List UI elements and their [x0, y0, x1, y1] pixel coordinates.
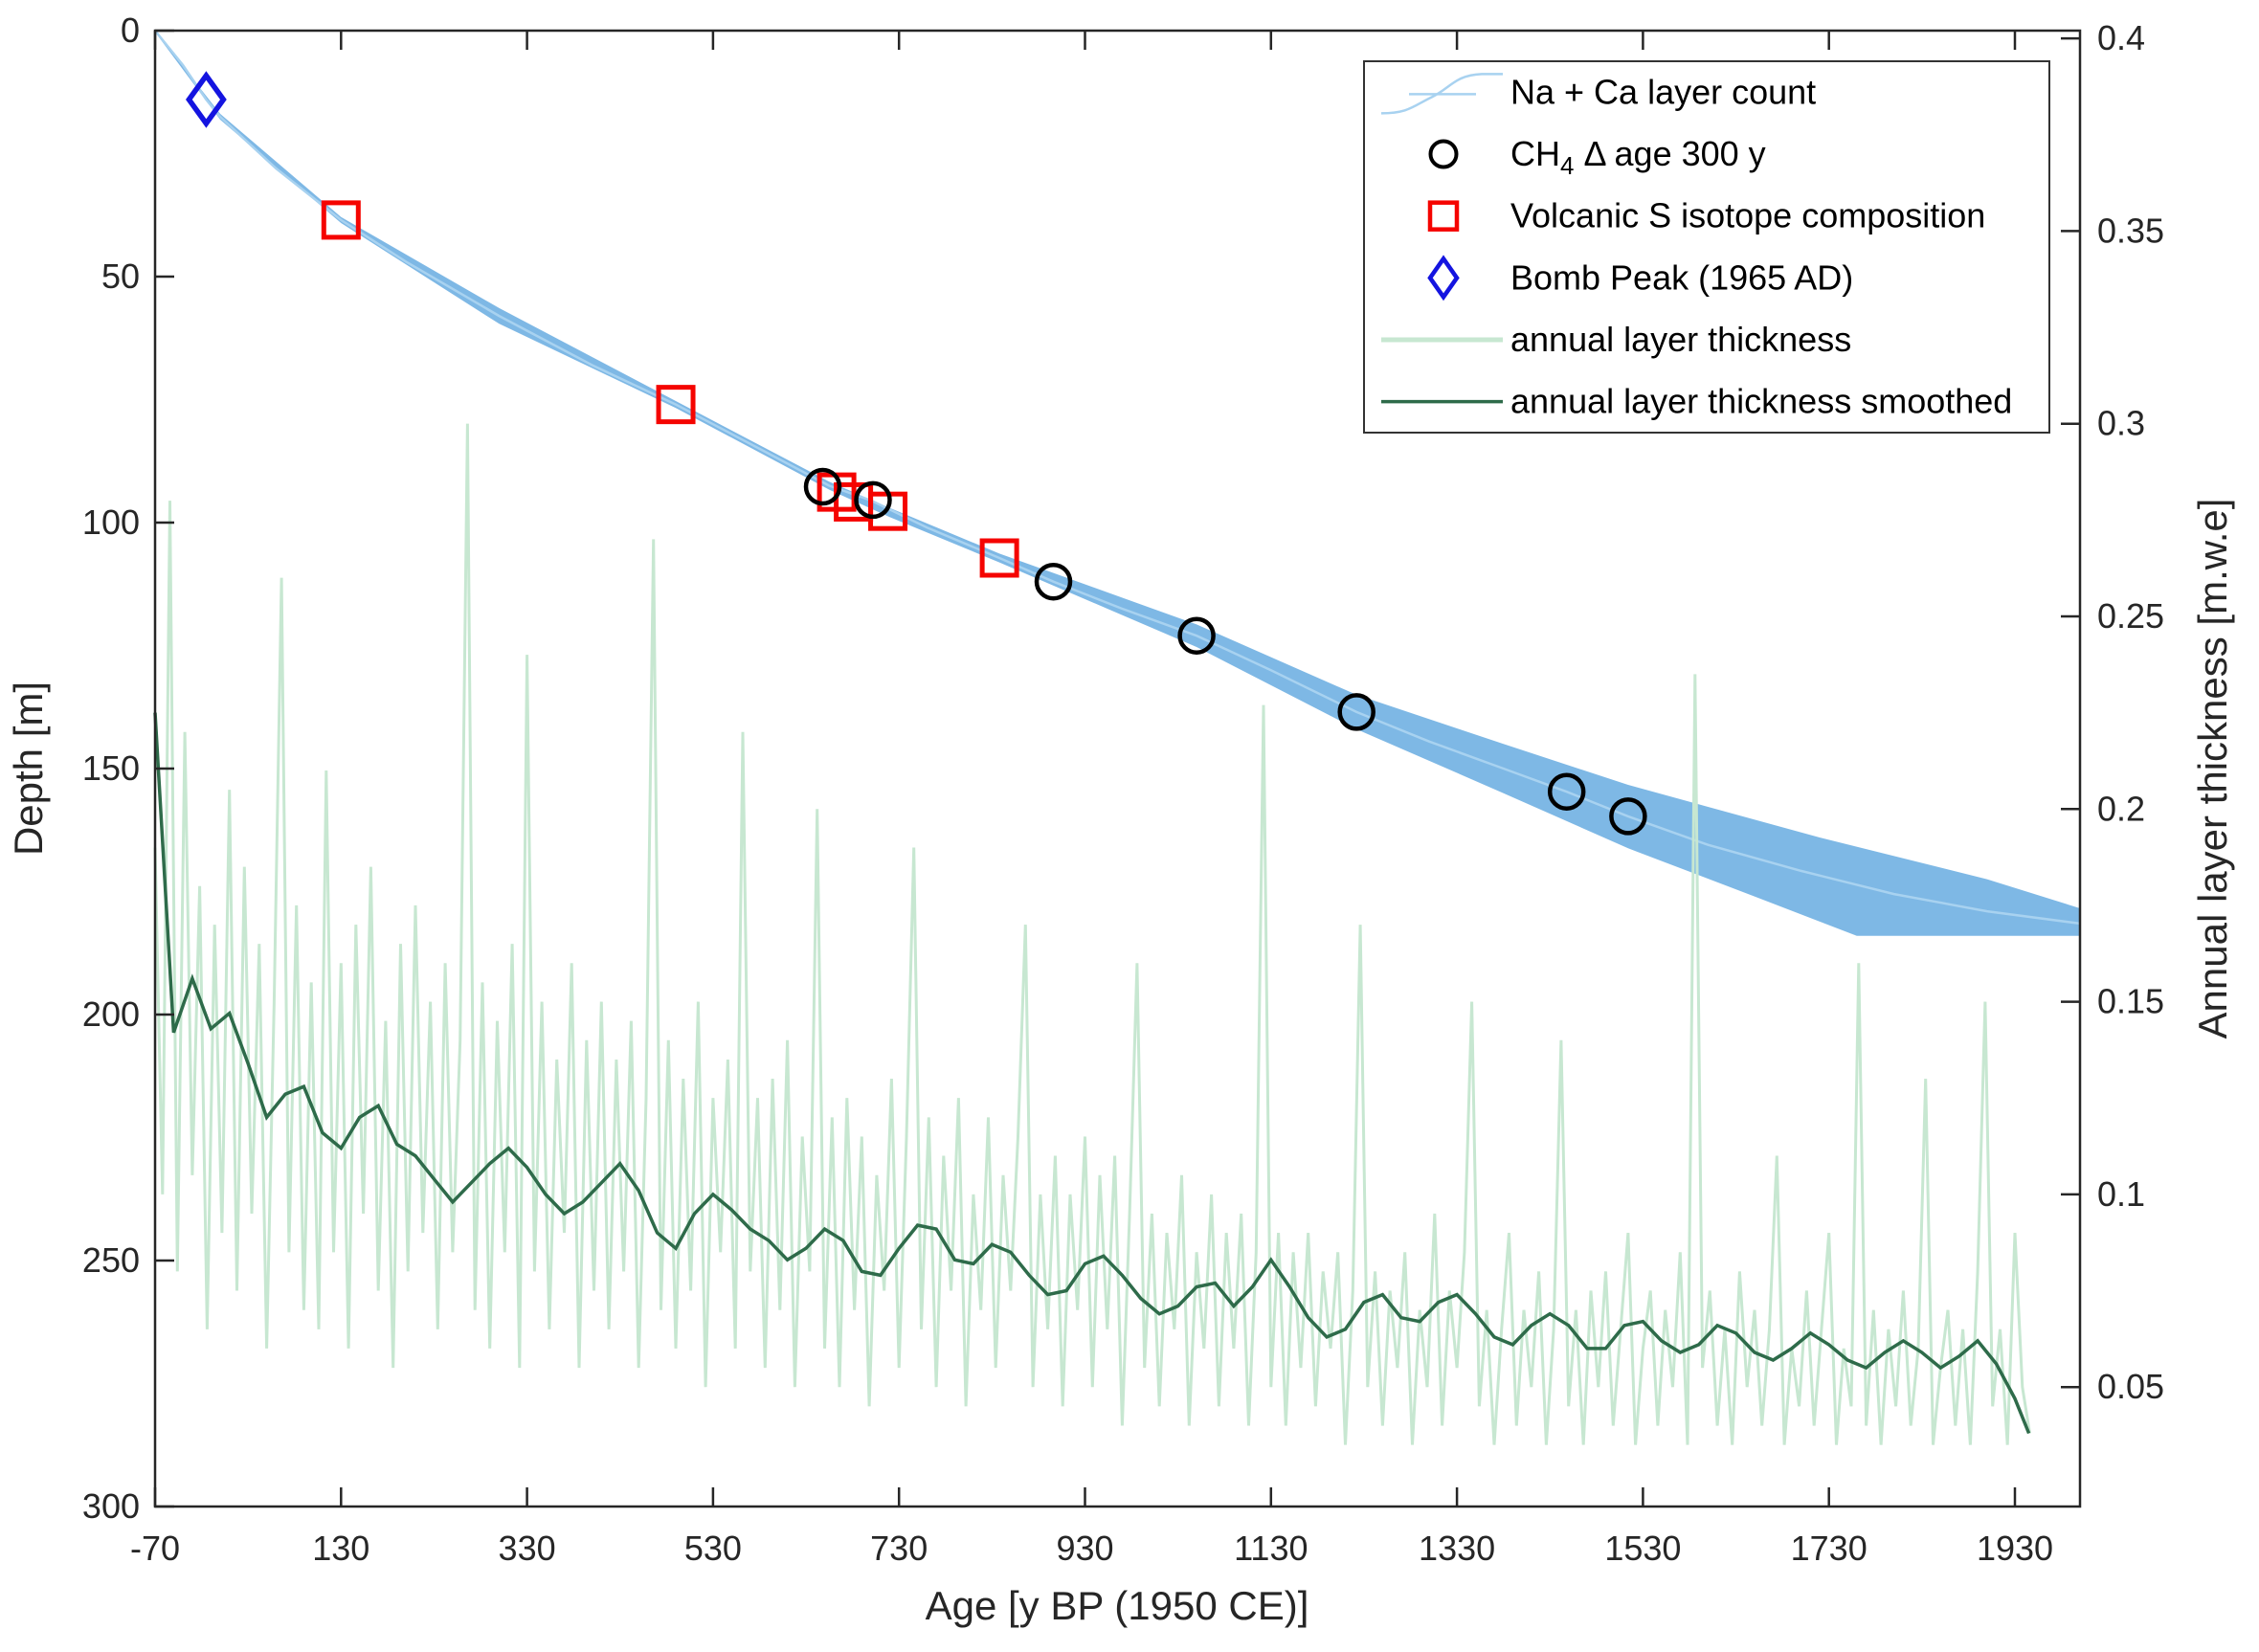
y-right-tick-label: 0.05: [2097, 1367, 2164, 1406]
ch4-marker-icon: [1428, 139, 1459, 169]
legend-item-ch4-delta-age: CH4 Δ age 300 y: [1428, 134, 1766, 180]
y-left-tick-label: 250: [82, 1240, 140, 1280]
axes-layer: -70 130 330 530 730 930 1130 1330 1530 1730 1930 0 5…: [82, 11, 2164, 1568]
legend-item-annual-layer-thickness-smoothed: annual layer thickness smoothed: [1381, 382, 2012, 421]
legend-item-na-ca-layer-count: Na + Ca layer count: [1380, 72, 1816, 115]
x-axis-title: Age [y BP (1950 CE)]: [926, 1583, 1309, 1628]
y-left-tick-label: 150: [82, 748, 140, 788]
annual-layer-thickness-line: [153, 423, 2031, 1445]
bomb-peak-marker: [186, 71, 227, 128]
y-right-tick-label: 0.35: [2097, 211, 2164, 250]
ch4-age-marker: [1034, 562, 1073, 601]
volcanic-marker: [321, 200, 361, 240]
ch4-age-marker: [1547, 772, 1586, 811]
legend-item-annual-layer-thickness: annual layer thickness: [1381, 320, 1851, 359]
x-tick-label: 930: [1056, 1529, 1113, 1568]
x-tick-label: 1930: [1977, 1529, 2053, 1568]
x-tick-label: 330: [499, 1529, 556, 1568]
na-ca-layer-count-icon: [1380, 73, 1503, 115]
ch4-age-marker: [1177, 616, 1216, 655]
x-tick-label: 1330: [1419, 1529, 1495, 1568]
legend-item-volcanic-s-isotope: Volcanic S isotope composition: [1427, 196, 1985, 235]
legend-label: Na + Ca layer count: [1510, 72, 1816, 111]
y-right-tick-label: 0.25: [2097, 596, 2164, 636]
y-left-axis-title: Depth [m]: [6, 681, 51, 856]
legend-box: [1363, 60, 2050, 434]
ch4-age-marker: [803, 467, 842, 506]
x-tick-label: 1730: [1791, 1529, 1868, 1568]
legend-label: annual layer thickness smoothed: [1510, 382, 2012, 421]
na-ca-layer-count-line: [154, 30, 2081, 926]
legend-label: CH4 Δ age 300 y: [1510, 134, 1766, 180]
legend-label: Bomb Peak (1965 AD): [1510, 257, 1853, 297]
ch4-age-marker: [1609, 797, 1647, 836]
ch4-age-marker: [1337, 693, 1376, 731]
plot-layer: [153, 30, 2081, 1445]
legend-layer: Na + Ca layer count CH4 Δ age 300 y Volcan…: [1363, 60, 2050, 434]
x-tick-label: 730: [870, 1529, 928, 1568]
y-left-tick-label: 0: [121, 11, 140, 50]
y-right-axis-title: Annual layer thickness [m.w.e]: [2190, 499, 2235, 1039]
y-right-tick-label: 0.15: [2097, 982, 2164, 1021]
y-left-tick-label: 100: [82, 502, 140, 542]
y-left-tick-label: 200: [82, 994, 140, 1034]
x-tick-label: 130: [312, 1529, 369, 1568]
volcanic-marker-icon: [1427, 200, 1460, 232]
ch4-age-marker: [854, 480, 892, 520]
y-right-tick-label: 0.4: [2097, 18, 2145, 57]
x-tick-label: -70: [130, 1529, 180, 1568]
y-right-tick-label: 0.3: [2097, 404, 2145, 443]
y-right-tick-label: 0.2: [2097, 789, 2145, 828]
y-left-tick-label: 300: [82, 1486, 140, 1526]
y-right-tick-label: 0.1: [2097, 1174, 2145, 1214]
y-left-tick-label: 50: [101, 257, 140, 296]
x-tick-label: 1530: [1604, 1529, 1681, 1568]
bomb-peak-marker-icon: [1427, 255, 1460, 301]
volcanic-marker: [979, 538, 1019, 578]
legend-label: annual layer thickness: [1510, 320, 1851, 359]
x-tick-label: 1130: [1234, 1529, 1308, 1568]
volcanic-marker: [656, 385, 696, 425]
annual-layer-thickness-smoothed-line: [153, 712, 2031, 1435]
legend-label: Volcanic S isotope composition: [1510, 196, 1985, 235]
legend-item-bomb-peak: Bomb Peak (1965 AD): [1427, 255, 1853, 301]
x-tick-label: 530: [684, 1529, 742, 1568]
